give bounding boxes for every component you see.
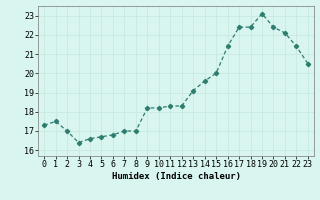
X-axis label: Humidex (Indice chaleur): Humidex (Indice chaleur) [111, 172, 241, 181]
